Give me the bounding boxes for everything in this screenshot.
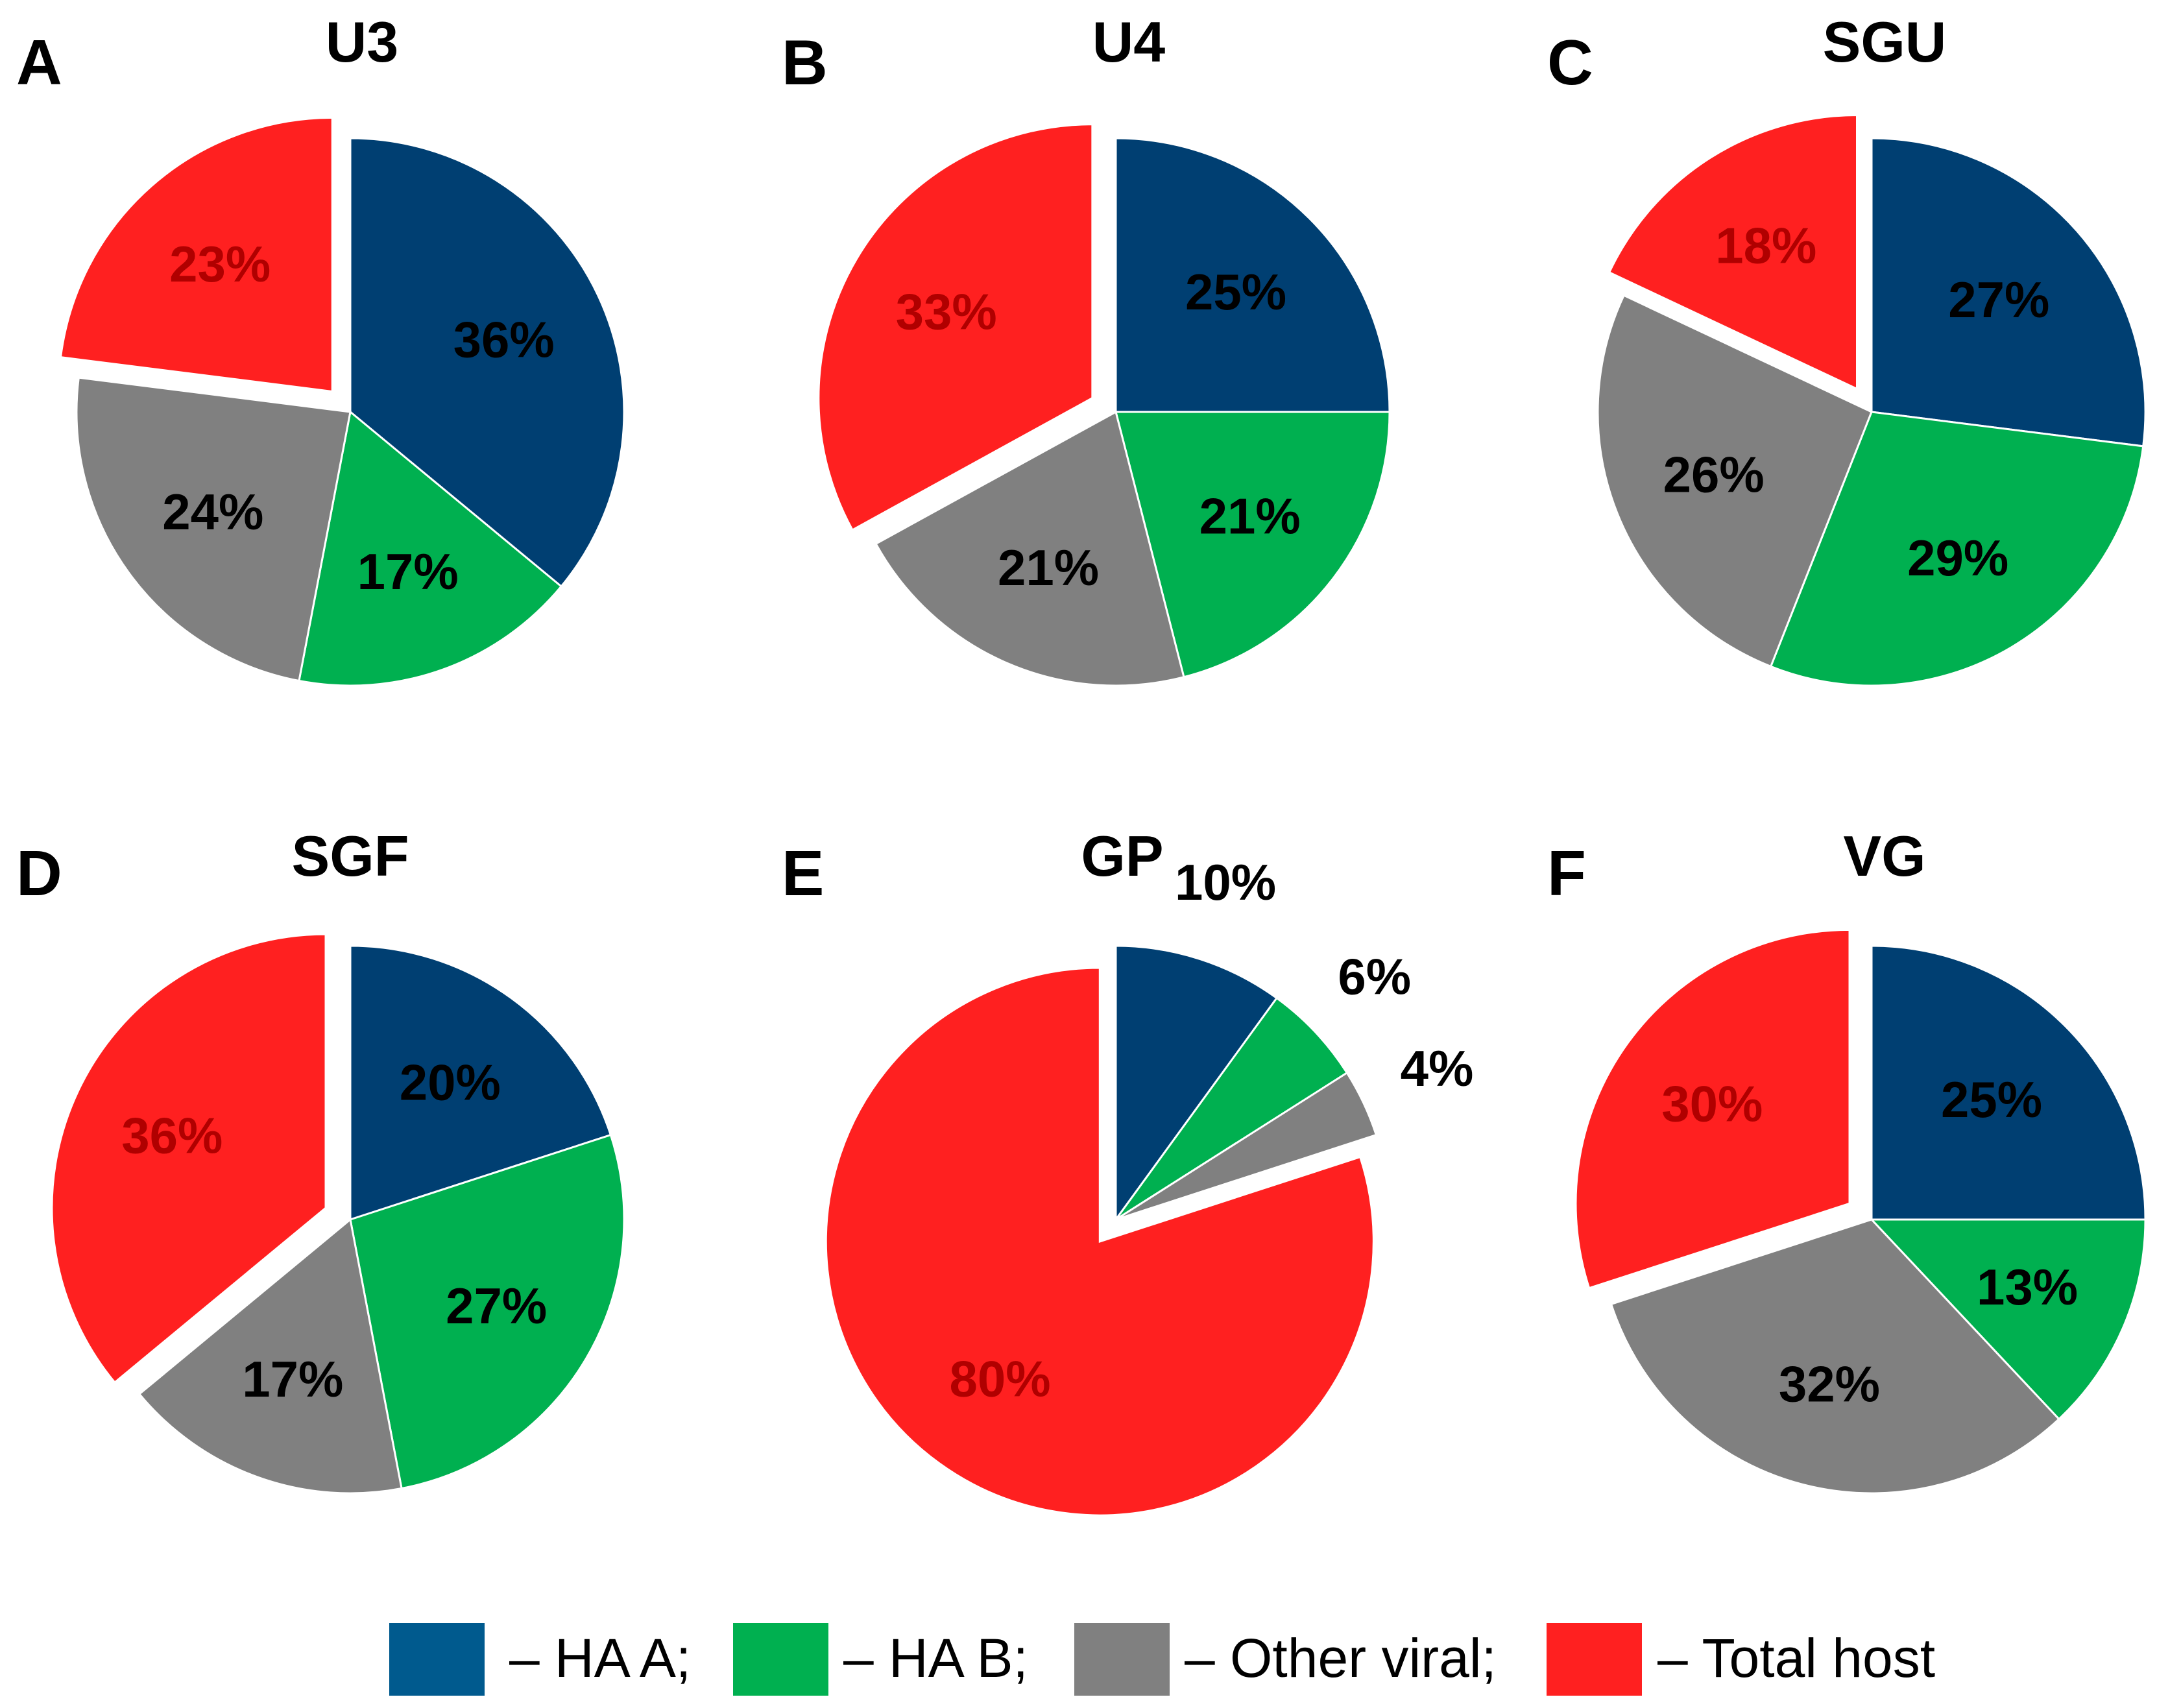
slice-label-total-host: 30%	[1661, 1076, 1763, 1133]
legend-swatch-other-viral	[1074, 1623, 1170, 1696]
pie-slice-ha-b	[298, 410, 563, 687]
slice-label-other-viral: 26%	[1663, 446, 1765, 503]
slice-label-total-host: 18%	[1715, 217, 1816, 274]
pie-slice-total-host	[51, 933, 327, 1384]
legend-label-other-viral: – Other viral;	[1185, 1628, 1497, 1689]
slice-label-other-viral: 21%	[998, 539, 1099, 596]
panel-letter: C	[1547, 27, 1593, 98]
legend-swatch-total-host	[1547, 1623, 1642, 1696]
slice-label-total-host: 80%	[949, 1351, 1050, 1408]
pie-chart-e: E GP 10% 6% 4% 80%	[782, 824, 1474, 1517]
legend-swatch-ha-a	[389, 1623, 485, 1696]
slice-label-other-viral: 4%	[1401, 1040, 1474, 1097]
slice-label-other-viral: 17%	[242, 1351, 343, 1408]
panel-letter: F	[1547, 837, 1586, 909]
slice-label-ha-b: 17%	[357, 543, 459, 600]
panel-letter: E	[782, 837, 824, 909]
slice-label-total-host: 36%	[121, 1107, 223, 1164]
slice-label-ha-b: 13%	[1977, 1258, 2078, 1316]
slice-label-ha-b: 6%	[1338, 948, 1411, 1005]
panel-letter: D	[16, 837, 62, 909]
pie-slice-ha-b	[1115, 996, 1349, 1221]
charts-group: A U3 36% 17% 24% 23% B U4 25% 21% 21% 33% C SGU 27% 29%…	[16, 10, 2147, 1517]
chart-title: GP	[1081, 824, 1163, 888]
pie-slice-other-viral	[138, 1218, 403, 1495]
pie-slice-total-host	[1574, 928, 1851, 1290]
pie-slice-total-host	[59, 116, 333, 393]
pie-slice-ha-a	[1115, 137, 1391, 413]
chart-title: VG	[1843, 824, 1925, 888]
pie-slice-ha-a	[349, 137, 625, 588]
slice-label-ha-a: 20%	[400, 1053, 501, 1111]
legend: – HA A; – HA B; – Other viral; – Total h…	[389, 1623, 1935, 1696]
legend-label-total-host: – Total host	[1657, 1628, 1935, 1689]
legend-swatch-ha-b	[733, 1623, 828, 1696]
slice-label-ha-b: 21%	[1199, 487, 1301, 544]
slice-label-total-host: 33%	[896, 283, 997, 340]
pie-slice-ha-a	[1115, 944, 1279, 1223]
pie-chart-f: F VG 25% 13% 32% 30%	[1547, 824, 2147, 1495]
chart-title: U4	[1092, 10, 1166, 74]
pie-slice-ha-a	[1870, 944, 2147, 1221]
slice-label-ha-b: 27%	[446, 1277, 547, 1334]
slice-label-other-viral: 32%	[1779, 1355, 1880, 1412]
pie-slice-ha-a	[1870, 137, 2147, 448]
slice-label-total-host: 23%	[169, 235, 271, 293]
slice-label-other-viral: 24%	[162, 483, 263, 540]
pie-slice-other-viral	[1115, 1071, 1378, 1221]
pie-chart-a: A U3 36% 17% 24% 23%	[16, 10, 625, 687]
pie-slice-ha-b	[1769, 411, 2145, 687]
pie-slice-other-viral	[75, 376, 352, 682]
chart-title: SGF	[292, 824, 409, 888]
pie-slice-total-host	[1608, 114, 1858, 391]
pie-slice-ha-b	[349, 1133, 625, 1490]
pie-slice-total-host	[817, 123, 1094, 531]
panel-letter: A	[16, 27, 62, 98]
pie-slice-ha-b	[1869, 1218, 2147, 1421]
pie-chart-c: C SGU 27% 29% 26% 18%	[1547, 10, 2147, 687]
panel-letter: B	[782, 27, 828, 98]
slice-label-ha-b: 29%	[1907, 529, 2008, 586]
legend-label-ha-a: – HA A;	[509, 1628, 691, 1689]
chart-title: U3	[326, 10, 399, 74]
pie-chart-b: B U4 25% 21% 21% 33%	[782, 10, 1391, 687]
slice-label-ha-a: 27%	[1948, 271, 2049, 328]
pie-slice-total-host	[825, 967, 1375, 1517]
pie-slice-ha-a	[349, 944, 612, 1221]
pie-chart-d: D SGF 20% 27% 17% 36%	[16, 824, 625, 1495]
legend-label-ha-b: – HA B;	[843, 1628, 1028, 1689]
slice-label-ha-a: 25%	[1185, 263, 1286, 320]
pie-slice-other-viral	[1609, 1218, 2061, 1495]
slice-label-ha-a: 36%	[453, 311, 555, 368]
pie-slice-other-viral	[874, 410, 1185, 687]
pie-slice-other-viral	[1597, 294, 1873, 668]
slice-label-ha-a: 10%	[1175, 854, 1276, 911]
chart-title: SGU	[1823, 10, 1947, 74]
pie-slice-ha-b	[1115, 411, 1391, 679]
slice-label-ha-a: 25%	[1941, 1071, 2042, 1128]
